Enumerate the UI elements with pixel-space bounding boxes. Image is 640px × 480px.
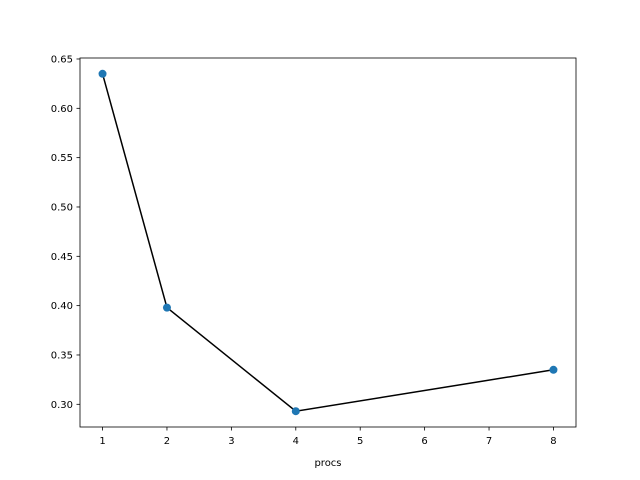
data-point (98, 69, 107, 78)
y-tick-label: 0.40 (51, 301, 73, 312)
data-point (291, 407, 300, 416)
y-tick-label: 0.30 (51, 400, 73, 411)
x-axis-title: procs (314, 458, 341, 469)
x-tick-label: 2 (164, 436, 170, 447)
x-tick-label: 6 (421, 436, 427, 447)
x-axis-ticks: 1 2 3 4 5 6 7 8 (99, 427, 557, 447)
data-point (162, 303, 171, 312)
axes-frame (79, 57, 577, 428)
x-tick-label: 1 (99, 436, 105, 447)
y-tick-label: 0.35 (51, 351, 73, 362)
x-tick-label: 8 (550, 436, 556, 447)
y-tick-label: 0.50 (51, 203, 73, 214)
series-line (101, 73, 554, 413)
y-axis-ticks: 0.30 0.35 0.40 0.45 0.50 0.55 0.60 0.65 (51, 55, 80, 411)
plot-area (79, 57, 577, 428)
y-tick-label: 0.45 (51, 252, 73, 263)
x-tick-label: 4 (293, 436, 299, 447)
marker-layer (98, 69, 558, 416)
y-tick-label: 0.60 (51, 104, 73, 115)
y-tick-label: 0.65 (51, 55, 73, 66)
x-tick-label: 5 (357, 436, 363, 447)
y-tick-label: 0.55 (51, 153, 73, 164)
x-tick-label: 7 (486, 436, 492, 447)
data-point (549, 365, 558, 374)
series-layer (101, 73, 554, 413)
x-tick-label: 3 (228, 436, 234, 447)
